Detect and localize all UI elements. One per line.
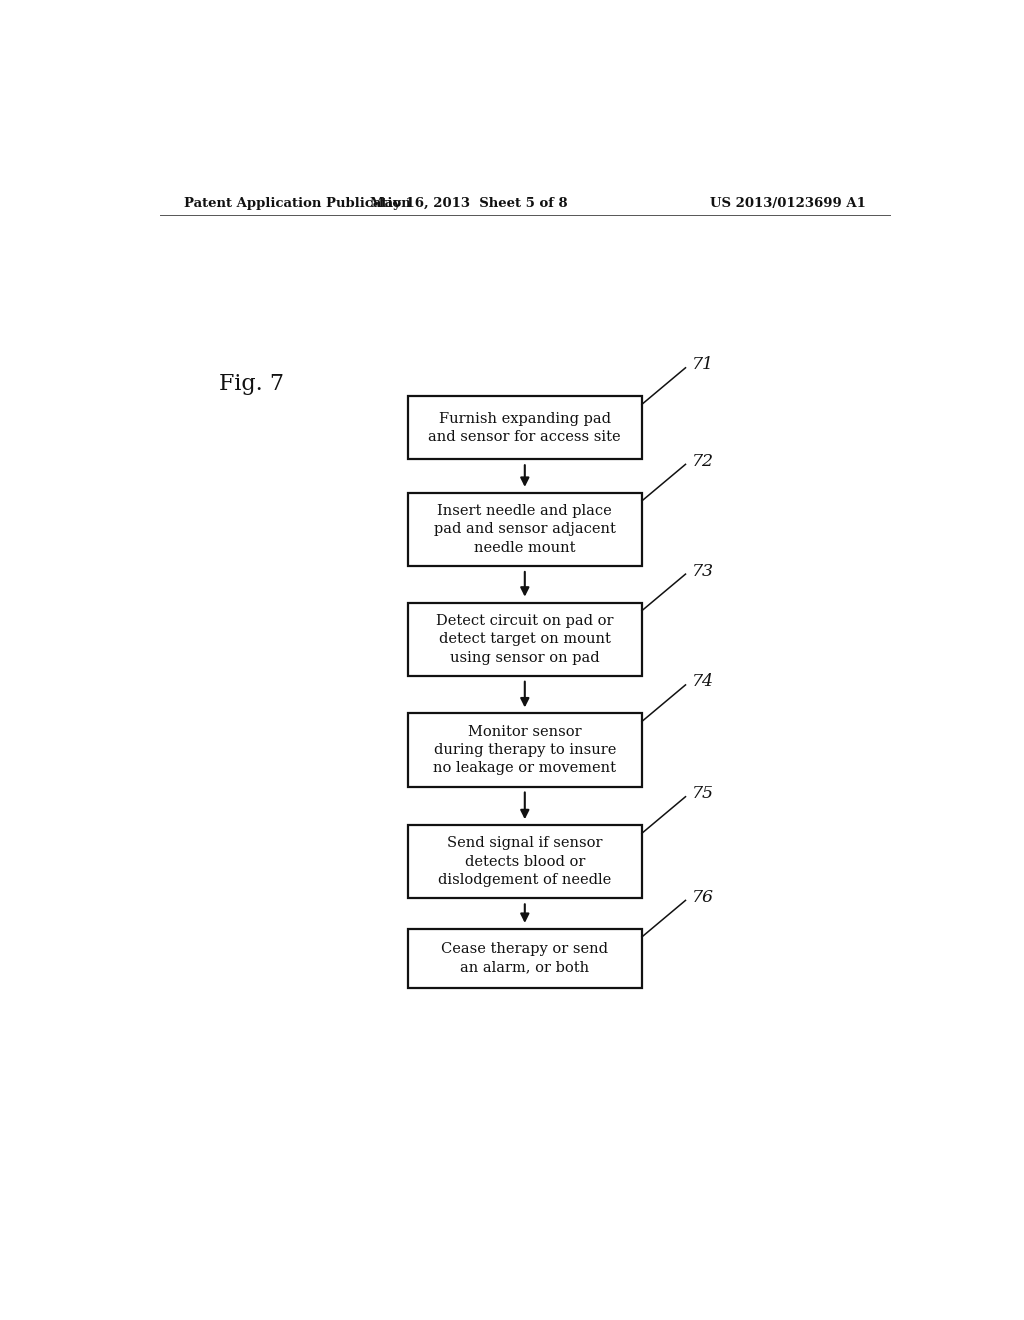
Text: Insert needle and place
pad and sensor adjacent
needle mount: Insert needle and place pad and sensor a… — [434, 504, 615, 554]
Text: 76: 76 — [692, 888, 714, 906]
Bar — [408, 929, 642, 987]
Text: Monitor sensor
during therapy to insure
no leakage or movement: Monitor sensor during therapy to insure … — [433, 725, 616, 775]
Bar — [408, 492, 642, 566]
Text: 73: 73 — [692, 562, 714, 579]
Bar — [408, 396, 642, 459]
Text: US 2013/0123699 A1: US 2013/0123699 A1 — [711, 197, 866, 210]
Bar — [408, 713, 642, 787]
Text: 71: 71 — [692, 356, 714, 374]
Bar — [408, 825, 642, 899]
Text: 74: 74 — [692, 673, 714, 690]
Text: Furnish expanding pad
and sensor for access site: Furnish expanding pad and sensor for acc… — [428, 412, 622, 444]
Text: 75: 75 — [692, 785, 714, 803]
Text: May 16, 2013  Sheet 5 of 8: May 16, 2013 Sheet 5 of 8 — [371, 197, 568, 210]
Text: Detect circuit on pad or
detect target on mount
using sensor on pad: Detect circuit on pad or detect target o… — [436, 614, 613, 664]
Text: Send signal if sensor
detects blood or
dislodgement of needle: Send signal if sensor detects blood or d… — [438, 837, 611, 887]
Text: 72: 72 — [692, 453, 714, 470]
Text: Fig. 7: Fig. 7 — [219, 374, 285, 395]
Text: Cease therapy or send
an alarm, or both: Cease therapy or send an alarm, or both — [441, 942, 608, 974]
Bar — [408, 602, 642, 676]
Text: Patent Application Publication: Patent Application Publication — [183, 197, 411, 210]
